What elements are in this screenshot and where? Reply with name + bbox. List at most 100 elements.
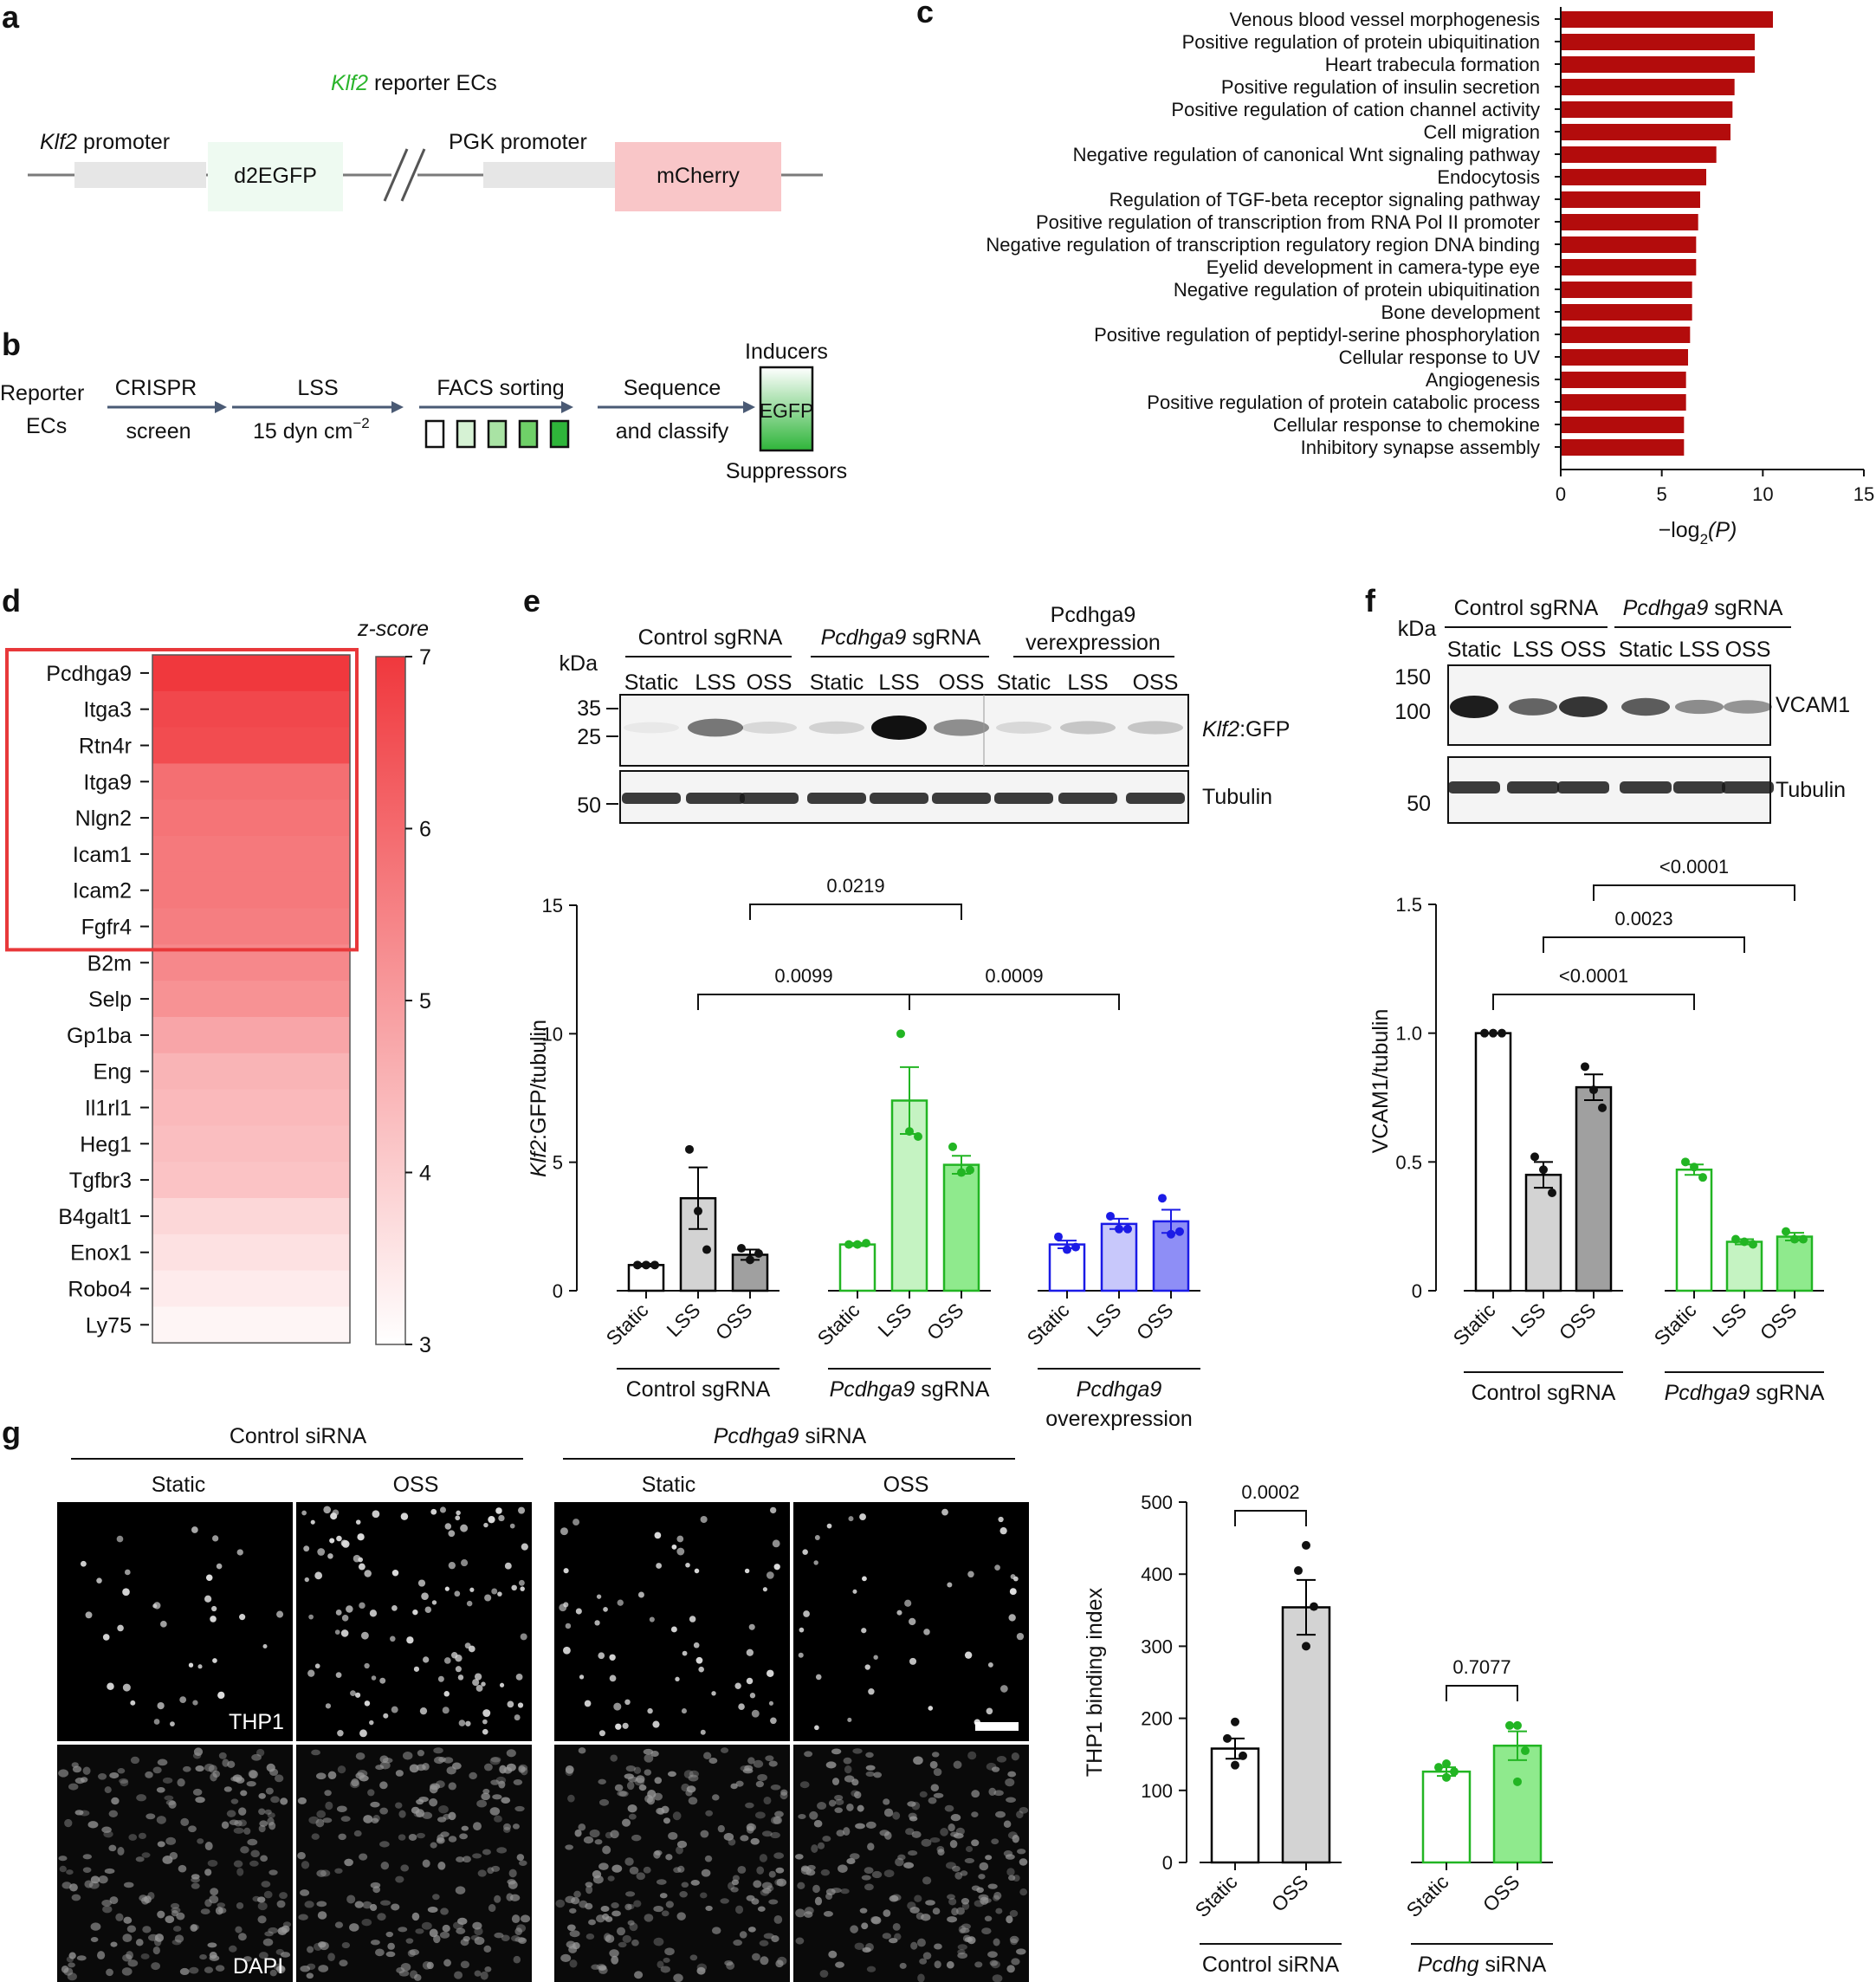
g-dapi-nucleus-1-32 (340, 1816, 351, 1823)
g-dapi-nucleus-3-189 (864, 1942, 874, 1952)
g-dapi-nucleus-2-193 (643, 1748, 654, 1755)
g-thp1-cell-2-55 (637, 1591, 644, 1598)
g-dapi-nucleus-0-64 (108, 1844, 117, 1852)
g-dapi-nucleus-1-6 (461, 1825, 469, 1831)
g-dapi-nucleus-2-135 (677, 1865, 685, 1873)
g-dapi-nucleus-3-169 (864, 1883, 874, 1891)
g-dapi-nucleus-3-208 (967, 1751, 977, 1760)
g-dapi-nucleus-0-125 (135, 1939, 144, 1946)
go-bar-18 (1561, 417, 1685, 433)
g-dapi-nucleus-1-13 (408, 1833, 417, 1841)
g-thp1-cell-1-92 (498, 1514, 505, 1522)
g-thp1-cell-1-71 (364, 1662, 370, 1669)
blot-e-tubulin-band-4 (870, 793, 928, 804)
g-dapi-nucleus-1-81 (316, 1772, 327, 1780)
e-point-1-2-1 (957, 1168, 966, 1177)
g-thp1-cell-1-87 (355, 1519, 361, 1525)
g-dapi-nucleus-2-170 (573, 1890, 581, 1898)
panel-c-letter: c (916, 0, 934, 29)
f-xtick-label-1-1: LSS (1708, 1299, 1750, 1341)
g-thp1-cell-1-0 (439, 1506, 447, 1513)
d2egfp-label: d2EGFP (234, 164, 317, 188)
g-thp1-cell-3-9 (923, 1629, 930, 1635)
g-dapi-nucleus-1-17 (304, 1901, 314, 1908)
g-thp1-cell-0-6 (122, 1588, 130, 1597)
g-thp1-cell-1-52 (472, 1679, 480, 1687)
g-thp1-cell-1-84 (517, 1702, 524, 1708)
g-thp1-cell-0-34 (211, 1605, 217, 1612)
g-dapi-nucleus-3-106 (861, 1922, 869, 1930)
g-dapi-nucleus-3-203 (831, 1888, 842, 1894)
g-dapi-nucleus-1-89 (411, 1806, 420, 1814)
g-thp1-cell-2-4 (744, 1568, 750, 1574)
g-dapi-nucleus-3-155 (980, 1896, 989, 1905)
go-term-label-16: Angiogenesis (1426, 369, 1540, 391)
g-xtick-label-1-0: Static (1401, 1870, 1452, 1921)
g-dapi-nucleus-2-75 (660, 1966, 670, 1973)
g-dapi-nucleus-0-99 (152, 1766, 162, 1774)
g-dapi-nucleus-0-82 (207, 1942, 217, 1948)
g-dapi-nucleus-2-190 (705, 1810, 714, 1817)
g-dapi-nucleus-3-55 (871, 1870, 883, 1879)
g-dapi-nucleus-3-139 (804, 1911, 813, 1918)
g-thp1-cell-2-46 (617, 1599, 624, 1606)
g-dapi-nucleus-3-41 (956, 1907, 965, 1915)
g-dapi-nucleus-1-78 (472, 1853, 482, 1859)
g-dapi-nucleus-1-98 (452, 1921, 463, 1930)
g-dapi-nucleus-0-179 (250, 1849, 260, 1858)
g-dapi-nucleus-1-121 (413, 1810, 423, 1817)
g-dapi-nucleus-0-20 (122, 1933, 133, 1943)
g-dapi-nucleus-2-76 (555, 1899, 566, 1908)
g-thp1-label: THP1 (229, 1710, 284, 1734)
g-dapi-nucleus-3-193 (944, 1804, 954, 1812)
blot-e-lane-5: OSS (939, 670, 985, 695)
g-dapi-nucleus-0-187 (121, 1967, 133, 1976)
g-thp1-cell-1-59 (304, 1577, 309, 1583)
f-point-1-0-0 (1681, 1157, 1690, 1167)
g-dapi-nucleus-0-182 (59, 1865, 67, 1873)
g-dapi-nucleus-1-154 (482, 1849, 491, 1856)
panel-d-letter: d (2, 583, 21, 619)
klf2-promoter-label: Klf2 promoter (40, 130, 170, 154)
g-dapi-nucleus-2-72 (631, 1939, 639, 1946)
g-thp1-cell-0-17 (239, 1614, 246, 1621)
g-dapi-nucleus-2-9 (768, 1870, 776, 1878)
g-dapi-nucleus-3-190 (961, 1898, 970, 1905)
g-dapi-nucleus-3-44 (855, 1823, 865, 1830)
g-dapi-nucleus-1-205 (308, 1816, 320, 1824)
e-bracket-0 (749, 904, 962, 920)
g-dapi-nucleus-1-5 (512, 1823, 520, 1830)
g-dapi-nucleus-0-103 (153, 1937, 162, 1946)
g-dapi-nucleus-0-45 (117, 1768, 126, 1774)
g-dapi-nucleus-3-125 (925, 1900, 935, 1906)
g-dapi-nucleus-1-183 (437, 1834, 444, 1843)
g-thp1-cell-2-34 (603, 1607, 608, 1612)
g-dapi-nucleus-2-144 (676, 1846, 683, 1855)
g-dapi-nucleus-3-138 (914, 1895, 922, 1902)
g-dapi-nucleus-2-59 (723, 1832, 734, 1841)
g-dapi-nucleus-3-31 (895, 1857, 904, 1867)
g-bracket-0 (1234, 1510, 1307, 1526)
g-group1-label: Control siRNA (230, 1424, 367, 1448)
f-pvalue-1: 0.0023 (1614, 908, 1672, 929)
g-point-0-0-1 (1223, 1733, 1232, 1743)
go-term-label-15: Cellular response to UV (1339, 347, 1541, 368)
g-thp1-cell-2-12 (748, 1623, 755, 1630)
egfp-label: EGFP (760, 399, 814, 422)
g-dapi-nucleus-0-123 (82, 1854, 92, 1860)
e-point-0-2-0 (737, 1244, 746, 1253)
g-dapi-nucleus-0-89 (280, 1952, 291, 1958)
g-thp1-cell-1-91 (469, 1587, 475, 1592)
g-dapi-nucleus-2-38 (622, 1818, 631, 1827)
g-dapi-nucleus-0-83 (282, 1921, 292, 1927)
g-dapi-nucleus-3-171 (1019, 1888, 1028, 1896)
g-thp1-cell-0-5 (85, 1611, 93, 1619)
blot-f-lane-0: Static (1447, 638, 1502, 662)
g-dapi-nucleus-2-7 (728, 1882, 735, 1890)
g-dapi-nucleus-1-171 (474, 1927, 483, 1936)
e-point-1-2-0 (948, 1142, 957, 1151)
g-dapi-nucleus-2-84 (708, 1757, 718, 1765)
g-dapi-nucleus-0-16 (97, 1951, 106, 1960)
g-dapi-nucleus-1-203 (362, 1901, 372, 1909)
blot-f-vcam-band-1 (1509, 698, 1557, 716)
